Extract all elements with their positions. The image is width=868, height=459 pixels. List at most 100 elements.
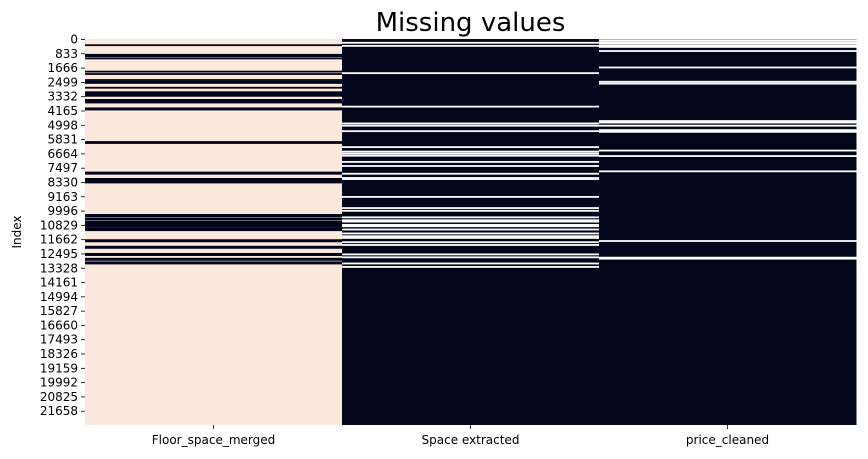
heatmap-exception-row [85,227,343,229]
y-tick-label: 21658 [40,404,78,418]
heatmap-column-2 [599,39,857,425]
heatmap-exception-row [342,262,600,265]
heatmap-exception-row [85,245,343,248]
heatmap-exception-row [342,216,600,219]
heatmap-exception-row [599,129,857,132]
heatmap-exception-row [85,141,343,143]
heatmap-exception-row [342,237,600,239]
heatmap-exception-row [599,257,857,260]
heatmap-exception-row [342,196,600,198]
y-axis: 0833166624993332416549985831666474978330… [40,33,85,418]
heatmap-exception-row [342,165,600,167]
y-tick-label: 833 [55,47,78,61]
y-tick-label: 4998 [47,118,78,132]
y-tick-label: 5831 [47,133,78,147]
heatmap-exception-row [342,44,600,47]
heatmap-exception-row [85,57,343,60]
heatmap-cells [85,39,857,425]
heatmap-exception-row [85,181,343,184]
heatmap-exception-row [599,45,857,48]
y-tick-label: 6664 [47,147,78,161]
chart-title: Missing values [376,8,566,38]
y-tick-label: 20825 [40,390,78,404]
heatmap-exception-row [85,73,343,75]
y-tick-label: 14994 [40,290,78,304]
heatmap-exception-row [85,246,343,249]
heatmap-exception-row [85,171,343,174]
heatmap-exception-row [85,86,343,89]
heatmap-exception-row [85,258,343,261]
heatmap-exception-row [342,172,600,175]
y-tick-label: 19159 [40,361,78,375]
heatmap-exception-row [85,254,343,256]
heatmap-exception-row [85,228,343,231]
y-tick-label: 9996 [47,204,78,218]
heatmap-exception-row [342,72,600,75]
heatmap-exception-row [342,207,600,209]
heatmap-exception-row [599,41,857,43]
y-tick-label: 2499 [47,75,78,89]
heatmap-exception-row [85,93,343,95]
heatmap-exception-row [85,107,343,110]
heatmap-exception-row [342,225,600,228]
heatmap-exception-row [599,256,857,259]
heatmap-exception-row [85,70,343,73]
heatmap-exception-row [85,218,343,221]
heatmap-exception-row [85,172,343,175]
y-tick-label: 4165 [47,104,78,118]
heatmap-exception-row [599,80,857,83]
y-tick-label: 11662 [40,233,78,247]
heatmap-exception-row [85,262,343,265]
heatmap-exception-row [85,179,343,181]
heatmap-exception-row [85,221,343,224]
heatmap-exception-row [599,66,857,69]
heatmap-exception-row [342,160,600,163]
heatmap-exception-row [599,42,857,45]
heatmap-exception-row [342,220,600,223]
heatmap-exception-row [85,240,343,243]
heatmap-exception-row [342,232,600,235]
heatmap-exception-row [85,261,343,264]
x-tick-label: Floor_space_merged [152,433,275,447]
heatmap-exception-row [342,228,600,231]
y-tick-label: 14161 [40,276,78,290]
heatmap-exception-row [342,124,600,127]
heatmap-exception-row [85,55,343,58]
y-tick-label: 9163 [47,190,78,204]
heatmap-exception-row [85,53,343,56]
heatmap-exception-row [599,170,857,173]
heatmap-exception-row [342,105,600,108]
heatmap-exception-row [85,220,343,223]
heatmap-exception-row [85,214,343,216]
heatmap-exception-row [85,82,343,84]
y-tick-label: 16660 [40,318,78,332]
heatmap-exception-row [85,80,343,83]
heatmap-column-0 [85,39,343,425]
heatmap-exception-row [342,41,600,44]
heatmap-exception-row [342,244,600,246]
heatmap-column-1 [342,39,600,425]
heatmap-exception-row [342,253,600,256]
heatmap-exception-row [342,241,600,244]
heatmap-exception-row [85,257,343,260]
y-tick-label: 13328 [40,261,78,275]
heatmap-exception-row [85,91,343,94]
heatmap-exception-row [85,229,343,232]
x-tick-label: Space extracted [422,433,520,447]
heatmap-exception-row [85,215,343,218]
heatmap-exception-row [85,94,343,97]
heatmap-exception-row [342,235,600,238]
heatmap-exception-row [599,240,857,242]
y-tick-label: 1666 [47,61,78,75]
heatmap-exception-row [85,239,343,242]
heatmap-exception-row [342,178,600,180]
heatmap-exception-row [342,219,600,222]
y-tick-label: 15827 [40,304,78,318]
y-tick-label: 12495 [40,247,78,261]
y-tick-label: 19992 [40,376,78,390]
y-tick-label: 3332 [47,90,78,104]
heatmap-exception-row [85,224,343,226]
heatmap-exception-row [342,150,600,153]
heatmap-exception-row [599,124,857,127]
y-tick-label: 7497 [47,161,78,175]
